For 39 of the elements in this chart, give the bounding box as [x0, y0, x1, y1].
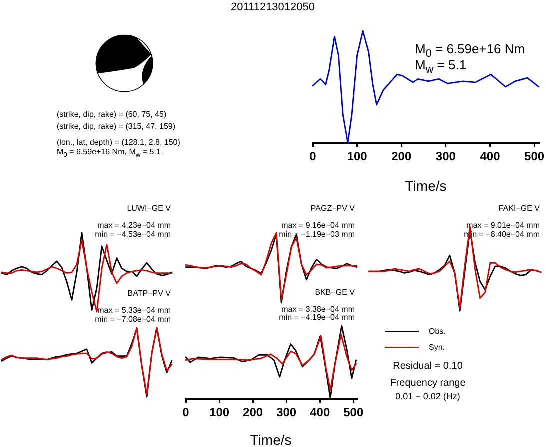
chart-title: LUWI−GE V: [127, 204, 171, 213]
x-tick-label: 500: [524, 150, 545, 164]
x-axis-title: Time/s: [405, 178, 447, 194]
text: (lon., lat, depth) = (128.1, 2.8, 150): [57, 138, 180, 147]
legend-label: Obs.: [429, 327, 446, 336]
x-tick-label: 400: [310, 406, 330, 420]
chart-title: PAGZ−PV V: [310, 204, 355, 213]
annotation: M$_{0}$ = 6.59e+16 Nm: [415, 41, 526, 60]
text: min = −4.19e−04 mm: [279, 313, 355, 322]
x-tick-label: 200: [243, 406, 264, 420]
chart-title: BKB−GE V: [315, 288, 355, 297]
text: 20111213012050: [230, 2, 316, 14]
text: max = 9.16e−04 mm: [282, 221, 355, 230]
x-tick-label: 200: [392, 150, 412, 164]
x-tick-label: 300: [276, 406, 297, 420]
x-tick-label: 100: [347, 150, 368, 164]
annotation: max = 5.33e−04 mm: [98, 306, 171, 315]
text: max = 3.38e−04 mm: [282, 305, 355, 314]
annotation: M$_{w}$ = 5.1: [415, 57, 467, 76]
text: (strike, dip, rake) = (60, 75, 45): [57, 110, 167, 119]
x-tick-label: 0: [310, 150, 317, 164]
text: (strike, dip, rake) = (315, 47, 159): [57, 122, 176, 131]
x-tick-label: 100: [210, 406, 230, 420]
chart-title: BATP−PV V: [128, 289, 171, 298]
text: min = −7.08e−04 mm: [95, 315, 171, 324]
x-axis-title: Time/s: [250, 432, 292, 447]
text: M$_{0}$ = 6.59e+16 Nm, M$_{w}$ = 5.1: [57, 147, 161, 160]
text: Residual = 0.10: [393, 361, 463, 372]
chart-title: FAKI−GE V: [498, 204, 540, 213]
x-tick-label: 400: [480, 150, 501, 164]
x-tick-label: 500: [344, 406, 364, 420]
text: 0.01 − 0.02 (Hz): [396, 392, 460, 402]
text: max = 4.23e−04 mm: [98, 221, 171, 230]
x-tick-label: 300: [436, 150, 456, 164]
text: Frequency range: [390, 378, 466, 389]
annotation: min = −4.53e−04 mm: [95, 230, 171, 239]
legend-label: Syn.: [429, 343, 446, 352]
x-tick-label: 0: [182, 406, 190, 420]
annotation: max = 9.01e−04 mm: [466, 221, 540, 230]
